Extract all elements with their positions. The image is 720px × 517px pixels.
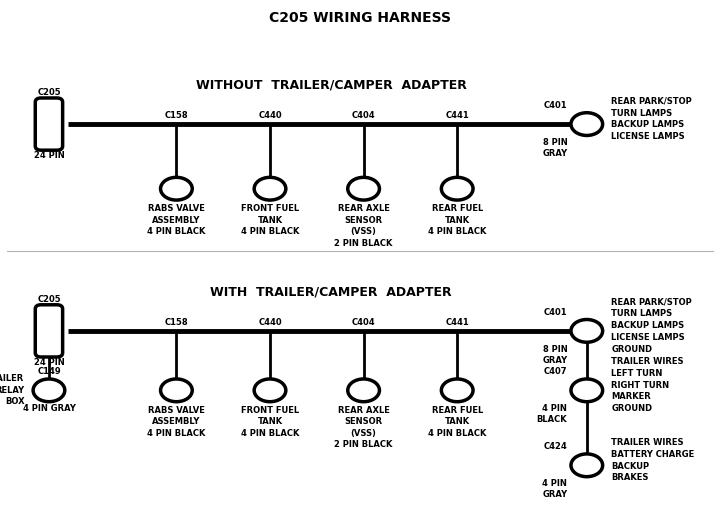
Text: FRONT FUEL
TANK
4 PIN BLACK: FRONT FUEL TANK 4 PIN BLACK [240,204,300,236]
Text: C424: C424 [544,443,567,451]
Text: C149: C149 [37,368,60,376]
Text: REAR AXLE
SENSOR
(VSS)
2 PIN BLACK: REAR AXLE SENSOR (VSS) 2 PIN BLACK [334,406,393,449]
Circle shape [161,379,192,402]
Text: RABS VALVE
ASSEMBLY
4 PIN BLACK: RABS VALVE ASSEMBLY 4 PIN BLACK [147,406,206,438]
Text: 24 PIN: 24 PIN [34,151,64,160]
Text: C440: C440 [258,318,282,327]
Text: C407: C407 [544,368,567,376]
Text: 4 PIN
GRAY: 4 PIN GRAY [542,479,567,499]
Text: C401: C401 [544,308,567,317]
Circle shape [571,320,603,342]
Text: C404: C404 [352,318,375,327]
Circle shape [348,177,379,200]
Text: REAR AXLE
SENSOR
(VSS)
2 PIN BLACK: REAR AXLE SENSOR (VSS) 2 PIN BLACK [334,204,393,248]
Circle shape [441,379,473,402]
FancyBboxPatch shape [35,305,63,357]
Text: 8 PIN
GRAY: 8 PIN GRAY [542,345,567,365]
Text: C440: C440 [258,111,282,120]
Circle shape [571,454,603,477]
Circle shape [254,177,286,200]
Circle shape [571,379,603,402]
Text: C158: C158 [165,111,188,120]
Circle shape [254,379,286,402]
Text: C401: C401 [544,101,567,110]
Text: FRONT FUEL
TANK
4 PIN BLACK: FRONT FUEL TANK 4 PIN BLACK [240,406,300,438]
Text: WITHOUT  TRAILER/CAMPER  ADAPTER: WITHOUT TRAILER/CAMPER ADAPTER [196,79,467,92]
FancyBboxPatch shape [35,98,63,150]
Text: C441: C441 [446,318,469,327]
Text: REAR FUEL
TANK
4 PIN BLACK: REAR FUEL TANK 4 PIN BLACK [428,406,487,438]
Text: REAR FUEL
TANK
4 PIN BLACK: REAR FUEL TANK 4 PIN BLACK [428,204,487,236]
Text: 8 PIN
GRAY: 8 PIN GRAY [542,138,567,158]
Circle shape [571,113,603,135]
Circle shape [441,177,473,200]
Text: TRAILER WIRES
LEFT TURN
RIGHT TURN
MARKER
GROUND: TRAILER WIRES LEFT TURN RIGHT TURN MARKE… [611,357,684,413]
Circle shape [161,177,192,200]
Text: REAR PARK/STOP
TURN LAMPS
BACKUP LAMPS
LICENSE LAMPS: REAR PARK/STOP TURN LAMPS BACKUP LAMPS L… [611,97,692,141]
Text: C158: C158 [165,318,188,327]
Text: C404: C404 [352,111,375,120]
Circle shape [33,379,65,402]
Text: C441: C441 [446,111,469,120]
Text: REAR PARK/STOP
TURN LAMPS
BACKUP LAMPS
LICENSE LAMPS
GROUND: REAR PARK/STOP TURN LAMPS BACKUP LAMPS L… [611,298,692,354]
Text: 4 PIN GRAY: 4 PIN GRAY [22,404,76,413]
Circle shape [348,379,379,402]
Text: 24 PIN: 24 PIN [34,358,64,367]
Text: RABS VALVE
ASSEMBLY
4 PIN BLACK: RABS VALVE ASSEMBLY 4 PIN BLACK [147,204,206,236]
Text: C205 WIRING HARNESS: C205 WIRING HARNESS [269,11,451,25]
Text: TRAILER WIRES
BATTERY CHARGE
BACKUP
BRAKES: TRAILER WIRES BATTERY CHARGE BACKUP BRAK… [611,438,695,482]
Text: WITH  TRAILER/CAMPER  ADAPTER: WITH TRAILER/CAMPER ADAPTER [210,285,452,299]
Text: C205: C205 [37,295,60,304]
Text: C205: C205 [37,88,60,97]
Text: TRAILER
RELAY
BOX: TRAILER RELAY BOX [0,374,24,406]
Text: 4 PIN
BLACK: 4 PIN BLACK [536,404,567,424]
